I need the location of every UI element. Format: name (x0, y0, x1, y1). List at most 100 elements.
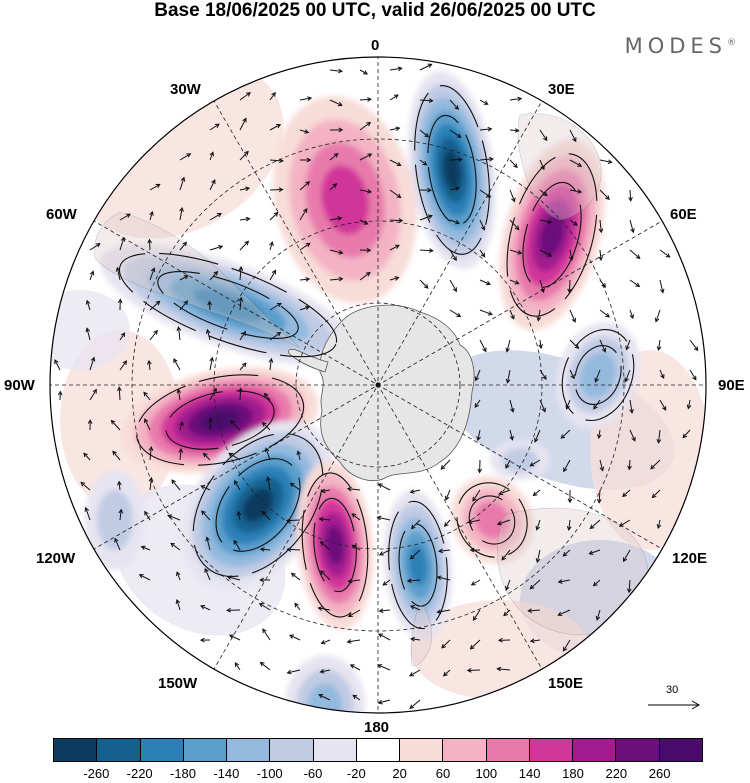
streamline (157, 271, 299, 339)
wind-vector-head (351, 544, 357, 549)
wind-vector (471, 579, 481, 586)
wind-vector-head (294, 602, 299, 608)
colorbar-swatch (140, 739, 184, 761)
wind-vector (200, 605, 211, 611)
wind-vector (537, 309, 541, 321)
wind-vector-head (511, 197, 516, 203)
wind-vector (179, 448, 182, 461)
wind-vector-head (393, 94, 399, 99)
wind-vector (141, 546, 151, 551)
wind-vector (350, 664, 361, 671)
wind-vector (475, 369, 481, 381)
streamline (427, 114, 477, 226)
wind-vector (590, 519, 601, 529)
wind-vector-head (541, 407, 546, 413)
wind-vector-head (171, 479, 176, 485)
wind-vector-head (472, 496, 477, 502)
wind-vector (628, 579, 631, 593)
wind-vector-head (155, 183, 161, 189)
positive-anomaly-contour (326, 525, 344, 565)
wind-vector-head (577, 189, 583, 194)
wind-vector (269, 358, 272, 371)
wind-vector-head (482, 347, 487, 353)
wind-vector-head (178, 447, 184, 453)
wind-vector-head (488, 156, 494, 162)
wind-vector-head (57, 390, 63, 396)
wind-vector-head (85, 327, 91, 333)
wind-vector-head (601, 282, 606, 288)
wind-vector (658, 339, 661, 351)
wind-vector (359, 189, 372, 193)
antarctica-landmass (319, 304, 475, 482)
wind-vector-head (112, 450, 117, 456)
wind-vector (239, 362, 247, 371)
wind-vector (599, 189, 610, 200)
wind-vector-head (470, 581, 476, 586)
wind-vector-head (560, 434, 566, 439)
wind-vector (269, 212, 279, 221)
wind-vector-head (423, 284, 429, 289)
wind-vector-head (233, 539, 238, 545)
wind-vector-head (228, 634, 234, 639)
wind-vector-head (382, 581, 388, 586)
wind-vector (503, 609, 511, 616)
wind-vector (530, 579, 541, 590)
wind-vector (449, 187, 460, 191)
wind-vector (473, 609, 481, 621)
wind-vector (119, 213, 131, 221)
wind-vector (497, 519, 511, 525)
streamline (192, 433, 324, 577)
wind-vector (54, 359, 61, 371)
wind-vector-head (84, 506, 90, 512)
wind-vector (509, 399, 514, 412)
wind-vector (599, 279, 606, 288)
wind-vector (89, 389, 97, 401)
wind-vector (629, 219, 634, 233)
wind-vector (562, 549, 571, 557)
wind-vector-head (496, 666, 502, 672)
wind-vector-head (535, 558, 541, 564)
wind-vector (505, 459, 511, 469)
wind-vector-head (542, 136, 548, 142)
wind-vector-head (173, 358, 178, 364)
wind-vector-head (176, 571, 181, 577)
wind-vector-head (571, 317, 577, 323)
lon-label-0: 0 (371, 37, 380, 54)
streamline (301, 472, 369, 618)
wind-vector-head (304, 129, 310, 134)
wind-vector (687, 399, 691, 409)
wind-vector-head (409, 605, 415, 610)
wind-vector (179, 421, 183, 431)
wind-vector (239, 118, 247, 131)
wind-vector-head (562, 551, 568, 557)
wind-vector (539, 339, 542, 349)
wind-vector (506, 339, 511, 352)
negative-anomaly-contour (242, 488, 274, 522)
wind-vector-head (363, 220, 369, 225)
wind-vector-head (570, 374, 575, 380)
wind-vector-head (378, 551, 384, 556)
colorbar-swatch (443, 739, 487, 761)
wind-vector-head (532, 491, 538, 497)
wind-vector-head (662, 405, 667, 411)
wind-vector (629, 429, 636, 441)
wind-vector-head (167, 514, 173, 519)
wind-vector (119, 332, 125, 341)
wind-vector-head (624, 377, 629, 383)
wind-vector-head (89, 270, 95, 276)
wind-vector-head (80, 481, 86, 487)
wind-vector-head (692, 375, 697, 381)
lon-label-30e: 30E (548, 81, 575, 98)
wind-vector (407, 579, 421, 582)
wind-vector (569, 369, 575, 379)
wind-vector-head (366, 247, 372, 253)
wind-vector-head (289, 634, 295, 639)
wind-vector (505, 579, 511, 591)
wind-vector-head (200, 605, 206, 610)
wind-vector (445, 489, 451, 501)
wind-vector (359, 122, 371, 131)
wind-vector-head (207, 300, 213, 306)
wind-vector-head (588, 550, 594, 555)
wind-vector-head (410, 636, 416, 642)
wind-vector (441, 639, 451, 649)
